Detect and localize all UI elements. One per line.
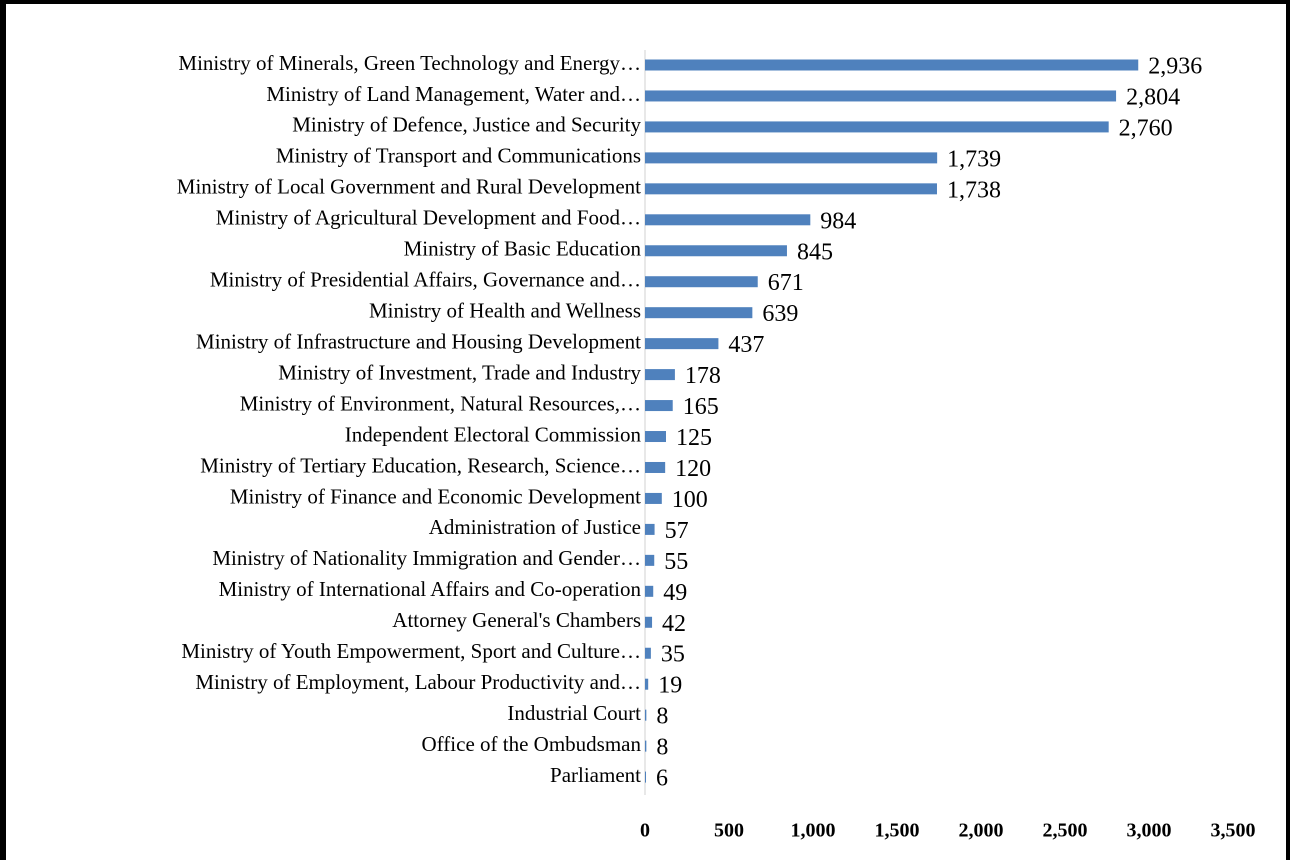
y-tick-label: Ministry of Employment, Labour Productiv… [195,670,641,694]
x-tick-label: 3,500 [1211,820,1256,842]
y-tick-label: Ministry of Environment, Natural Resourc… [240,391,641,415]
x-tick-label: 500 [714,820,744,842]
bar [645,709,647,721]
y-tick-label: Office of the Ombudsman [422,732,642,756]
y-tick-label: Ministry of Finance and Economic Develop… [230,484,641,508]
y-tick-label: Attorney General's Chambers [392,608,641,632]
y-tick-label: Ministry of International Affairs and Co… [219,577,642,601]
value-label: 125 [676,425,712,451]
bar [645,400,673,412]
y-tick-label: Ministry of Presidential Affairs, Govern… [210,268,641,292]
value-label: 8 [656,704,668,730]
value-label: 57 [665,518,689,544]
bar [645,276,758,288]
bar [645,492,662,504]
value-label: 35 [661,642,685,668]
value-label: 55 [664,549,688,575]
bar [645,90,1117,102]
x-tick-label: 1,500 [875,820,920,842]
bar [645,369,675,381]
y-tick-label: Ministry of Basic Education [404,237,642,261]
bar [645,338,719,350]
bar [645,59,1139,71]
x-tick-label: 1,000 [791,820,836,842]
x-tick-label: 3,000 [1127,820,1172,842]
y-tick-label: Ministry of Youth Empowerment, Sport and… [181,639,641,663]
bar [645,307,753,319]
bar [645,152,938,164]
bar [645,214,811,226]
value-label: 671 [768,270,804,296]
bar [645,121,1109,133]
bar [645,771,647,783]
frame-left [0,0,6,860]
y-tick-label: Ministry of Transport and Communications [276,144,641,168]
y-tick-label: Parliament [550,763,641,787]
bar [645,616,653,628]
value-label: 1,739 [947,146,1001,172]
bar [645,183,937,195]
value-label: 2,760 [1119,115,1173,141]
bar [645,678,649,690]
bar [645,245,787,257]
bar [645,647,651,659]
bar [645,585,654,597]
bar [645,554,655,566]
y-tick-label: Ministry of Land Management, Water and… [266,82,641,106]
value-label: 1,738 [947,177,1001,203]
y-tick-label: Administration of Justice [429,515,641,539]
value-label: 6 [656,766,668,792]
y-tick-label: Ministry of Nationality Immigration and … [212,546,641,570]
y-tick-label: Ministry of Health and Wellness [369,298,641,322]
value-label: 639 [762,301,798,327]
x-tick-label: 2,500 [1043,820,1088,842]
y-tick-label: Ministry of Agricultural Development and… [216,206,641,230]
value-label: 2,804 [1126,84,1180,110]
y-tick-label: Ministry of Defence, Justice and Securit… [292,113,641,137]
value-label: 178 [685,363,721,389]
value-label: 437 [728,332,764,358]
value-label: 8 [656,735,668,761]
value-label: 120 [675,456,711,482]
value-label: 845 [797,239,833,265]
value-label: 42 [662,611,686,637]
bar [645,431,666,443]
y-tick-label: Ministry of Tertiary Education, Research… [200,453,641,477]
y-tick-label: Independent Electoral Commission [345,422,642,446]
value-label: 100 [672,487,708,513]
bar [645,740,647,752]
bar [645,523,655,535]
y-tick-label: Ministry of Minerals, Green Technology a… [178,51,641,75]
value-label: 49 [663,580,687,606]
bar [645,461,666,473]
y-tick-label: Ministry of Investment, Trade and Indust… [278,360,641,384]
value-label: 984 [820,208,856,234]
y-tick-label: Ministry of Infrastructure and Housing D… [196,329,641,353]
y-tick-label: Industrial Court [507,701,641,725]
y-tick-label: Ministry of Local Government and Rural D… [177,175,641,199]
value-label: 165 [683,394,719,420]
value-label: 19 [658,673,682,699]
x-tick-label: 2,000 [959,820,1004,842]
x-tick-label: 0 [640,820,650,842]
value-label: 2,936 [1148,54,1202,80]
